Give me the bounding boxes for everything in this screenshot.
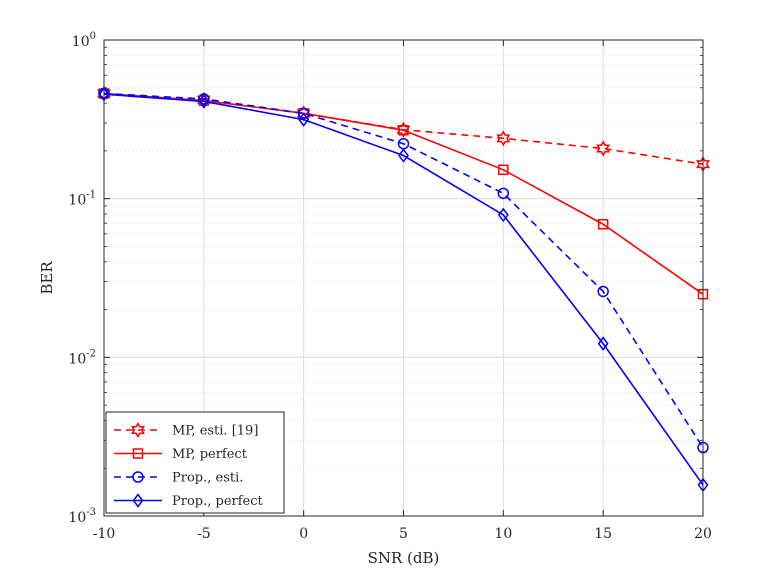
data-point-marker xyxy=(496,130,511,147)
data-point-marker xyxy=(498,164,509,176)
y-tick-exponent: -2 xyxy=(86,348,96,359)
data-point-marker xyxy=(398,124,409,136)
y-tick-base: 10 xyxy=(68,351,86,367)
y-tick-label: 10-2 xyxy=(68,348,96,367)
legend-box xyxy=(105,411,285,514)
y-tick-exponent: -1 xyxy=(86,190,96,201)
data-point-marker xyxy=(497,207,509,223)
legend-entry-2: Prop., esti. xyxy=(114,471,243,486)
legend-entry-1: MP, perfect xyxy=(114,447,248,462)
data-point-marker xyxy=(298,112,310,127)
x-axis-title: SNR (dB) xyxy=(368,549,440,567)
legend-entry-0: MP, esti. [19] xyxy=(114,422,258,439)
legend-items: MP, esti. [19] MP, perfect Prop., esti. Pro… xyxy=(114,422,264,509)
legend-entry-3: Prop., perfect xyxy=(114,493,264,509)
data-point-marker xyxy=(198,93,210,105)
legend-marker xyxy=(132,448,144,459)
series-layer xyxy=(97,85,710,493)
y-tick-base: 10 xyxy=(68,510,86,526)
x-tick-label: -5 xyxy=(197,526,211,542)
data-point-marker xyxy=(596,140,611,157)
y-tick-exponent: -3 xyxy=(86,507,96,518)
y-tick-label: 10-3 xyxy=(68,507,96,526)
legend-marker xyxy=(132,493,144,508)
y-tick-base: 10 xyxy=(68,193,86,209)
y-tick-label: 10-1 xyxy=(68,190,96,209)
legend-label: Prop., esti. xyxy=(172,471,243,486)
x-tick-label: 15 xyxy=(594,526,612,542)
axis-ticks xyxy=(103,39,704,517)
x-tick-label: 10 xyxy=(494,526,512,542)
data-point-marker xyxy=(297,107,310,120)
data-point-marker xyxy=(398,148,409,163)
legend-label: MP, esti. [19] xyxy=(172,424,258,439)
x-tick-label: -10 xyxy=(93,526,116,542)
data-point-marker xyxy=(198,94,210,109)
x-tick-label: 0 xyxy=(299,526,308,542)
legend-marker xyxy=(132,471,144,483)
y-tick-base: 10 xyxy=(72,34,90,50)
legend-label: Prop., perfect xyxy=(172,494,264,509)
y-tick-exponent: 0 xyxy=(90,31,96,42)
x-tick-label: 20 xyxy=(694,526,712,542)
legend-marker xyxy=(131,422,145,438)
legend: MP, esti. [19] MP, perfect Prop., esti. Pro… xyxy=(105,411,285,514)
data-point-marker xyxy=(597,336,609,351)
data-point-marker xyxy=(597,218,609,230)
legend-label: MP, perfect xyxy=(172,447,248,462)
x-tick-labels: -10 -5 0 5 10 15 20 xyxy=(93,526,712,542)
y-axis-title: BER xyxy=(38,261,56,295)
series-line xyxy=(103,92,704,448)
data-point-marker xyxy=(396,121,411,138)
data-point-marker xyxy=(497,187,510,200)
y-tick-label: 100 xyxy=(72,31,96,50)
series-line xyxy=(103,92,704,295)
x-tick-label: 5 xyxy=(399,526,408,542)
data-point-marker xyxy=(597,285,609,298)
series-line xyxy=(103,93,704,486)
